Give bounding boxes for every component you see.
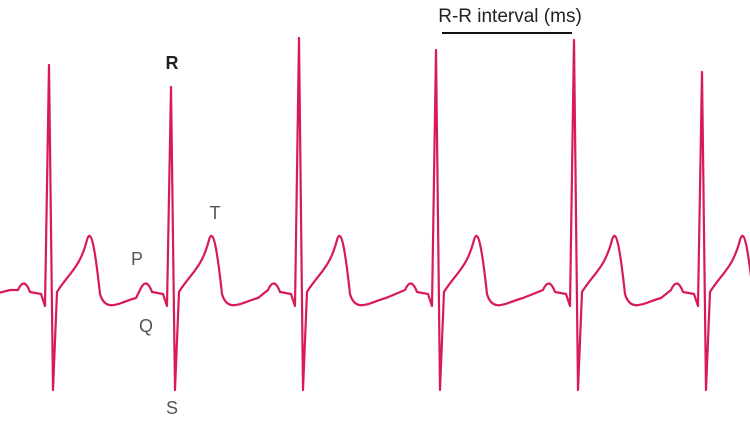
s-wave-label: S bbox=[166, 398, 178, 418]
p-wave-label: P bbox=[131, 249, 143, 269]
t-wave-label: T bbox=[210, 203, 221, 223]
ecg-trace bbox=[0, 36, 750, 392]
rr-interval-label: R-R interval (ms) bbox=[438, 6, 582, 27]
q-wave-label: Q bbox=[139, 316, 153, 336]
r-wave-label: R bbox=[166, 53, 179, 73]
